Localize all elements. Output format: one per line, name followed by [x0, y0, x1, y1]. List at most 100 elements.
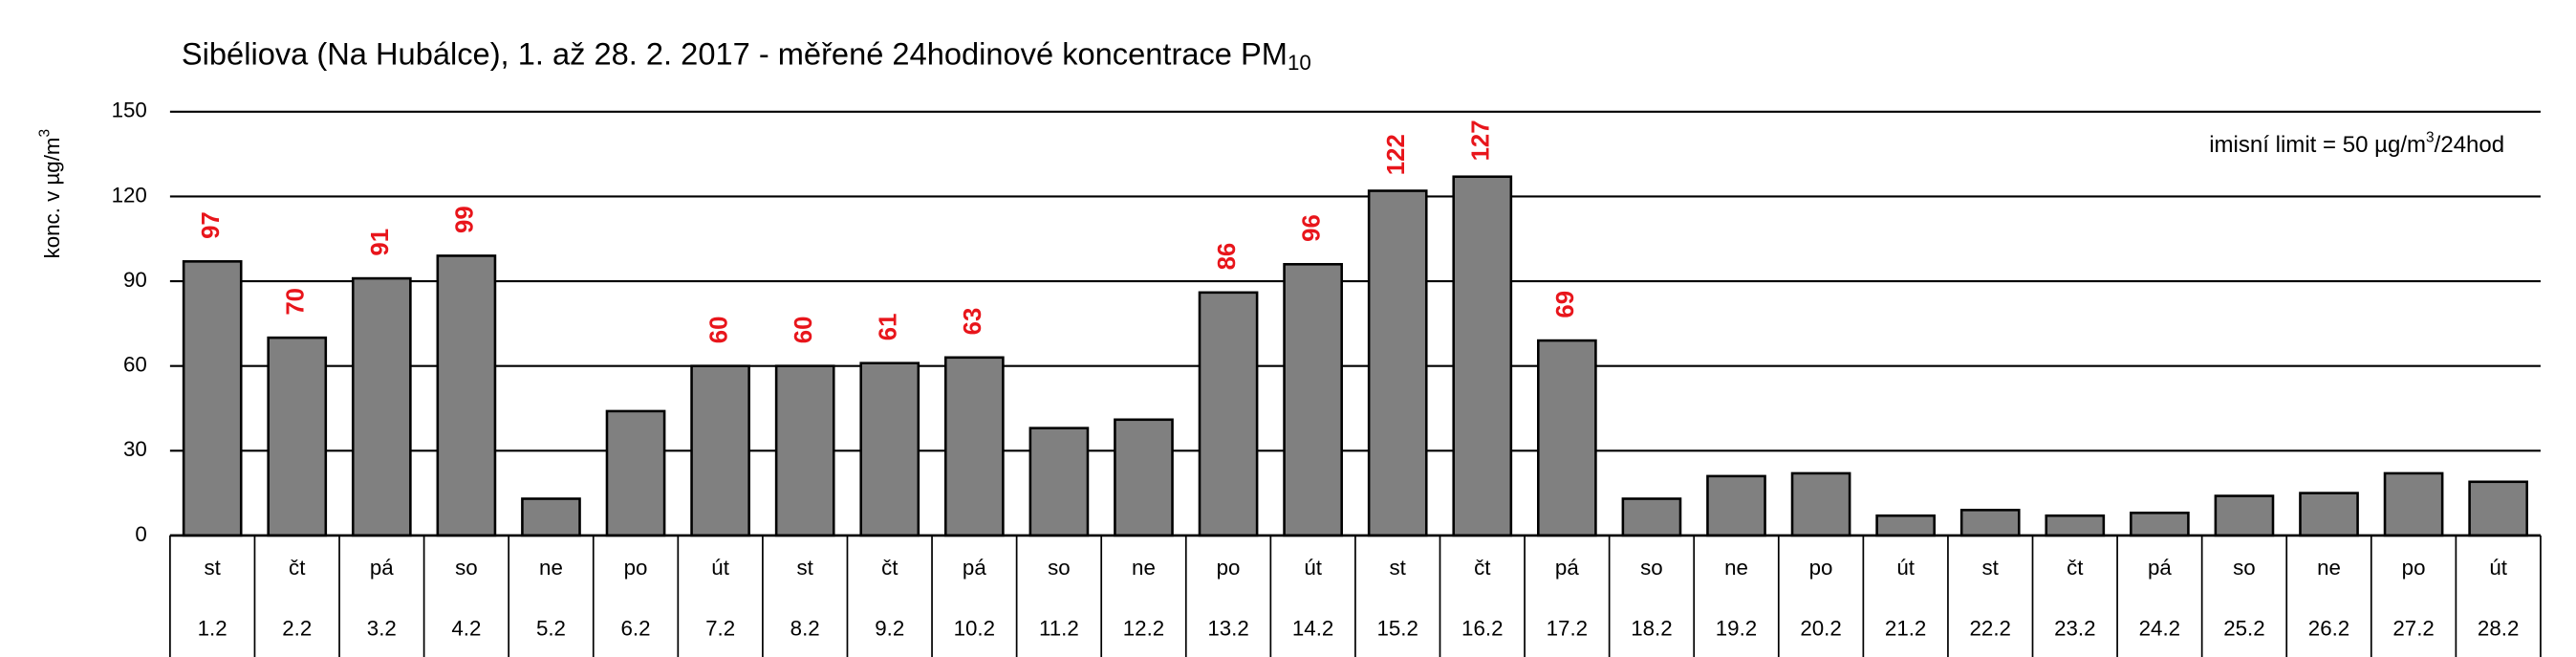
bar — [2130, 511, 2190, 537]
x-tick-label: 19.2 — [1716, 617, 1757, 641]
data-label: 96 — [1298, 214, 1325, 242]
bar — [2214, 494, 2275, 537]
y-axis-label: konc. v µg/m3 — [36, 129, 63, 259]
x-weekday-label: st — [1390, 556, 1407, 580]
x-weekday-label: po — [1217, 556, 1241, 580]
x-tick-label: 28.2 — [2478, 617, 2519, 641]
x-tick-label: 22.2 — [1970, 617, 2011, 641]
x-tick-label: 11.2 — [1039, 617, 1079, 641]
bar — [1114, 418, 1174, 537]
bar — [1198, 291, 1259, 537]
x-weekday-label: ne — [1132, 556, 1156, 580]
x-tick-label: 4.2 — [451, 617, 481, 641]
bar — [2468, 480, 2529, 537]
data-label: 70 — [283, 288, 310, 316]
bar — [1706, 474, 1766, 537]
x-weekday-label: pá — [2148, 556, 2172, 580]
x-weekday-label: po — [2402, 556, 2426, 580]
x-weekday-label: pá — [963, 556, 986, 580]
x-weekday-label: čt — [289, 556, 306, 580]
bar — [1028, 427, 1090, 537]
annotation-suffix: /24hod — [2435, 132, 2505, 158]
x-tick-label: 15.2 — [1376, 617, 1418, 641]
x-weekday-label: so — [455, 556, 478, 580]
y-tick-label: 90 — [123, 268, 147, 292]
x-tick-label: 20.2 — [1800, 617, 1841, 641]
x-tick-label: 23.2 — [2054, 617, 2095, 641]
x-weekday-label: út — [2489, 556, 2507, 580]
y-tick-label: 30 — [123, 437, 147, 461]
bar — [2383, 471, 2444, 537]
x-tick-label: 18.2 — [1631, 617, 1672, 641]
x-tick-label: 25.2 — [2223, 617, 2264, 641]
x-tick-label: 21.2 — [1885, 617, 1926, 641]
x-tick-label: 9.2 — [875, 617, 904, 641]
x-weekday-label: út — [711, 556, 729, 580]
title-text: Sibéliova (Na Hubálce), 1. až 28. 2. 201… — [182, 35, 1288, 71]
y-tick-label: 60 — [123, 353, 147, 377]
data-label: 69 — [1552, 291, 1579, 318]
y-tick-label: 0 — [135, 522, 146, 546]
bar — [1537, 339, 1597, 537]
bar — [436, 254, 497, 537]
x-tick-label: 2.2 — [282, 617, 312, 641]
x-weekday-label: čt — [2067, 556, 2084, 580]
data-label: 99 — [452, 206, 479, 233]
x-weekday-label: ne — [1724, 556, 1748, 580]
x-weekday-label: st — [797, 556, 814, 580]
x-weekday-label: pá — [370, 556, 394, 580]
bar — [267, 336, 328, 537]
x-tick-label: 14.2 — [1292, 617, 1333, 641]
x-tick-label: 13.2 — [1207, 617, 1248, 641]
bar — [1283, 263, 1343, 537]
x-tick-label: 3.2 — [367, 617, 397, 641]
annotation-superscript: 3 — [2426, 129, 2435, 145]
bar — [774, 364, 835, 537]
bar — [859, 361, 920, 537]
y-tick-label: 120 — [112, 183, 147, 207]
x-weekday-label: st — [1982, 556, 2000, 580]
data-label: 127 — [1468, 120, 1495, 161]
x-weekday-label: pá — [1555, 556, 1579, 580]
bar — [1452, 175, 1513, 537]
x-tick-label: 24.2 — [2139, 617, 2180, 641]
data-label: 91 — [367, 229, 394, 256]
bar — [1790, 471, 1851, 537]
annotation-unit: µg/m — [2368, 132, 2426, 158]
x-tick-label: 16.2 — [1461, 617, 1503, 641]
x-tick-label: 26.2 — [2308, 617, 2349, 641]
data-label: 61 — [876, 314, 902, 341]
bar — [1959, 509, 2021, 537]
x-weekday-label: po — [1809, 556, 1833, 580]
bar — [2045, 514, 2106, 537]
x-weekday-label: so — [2233, 556, 2256, 580]
data-label: 60 — [790, 317, 817, 344]
y-tick-label: 150 — [112, 99, 147, 122]
x-tick-label: 17.2 — [1547, 617, 1588, 641]
data-label: 86 — [1214, 243, 1241, 271]
annotation-prefix: imisní limit = — [2209, 132, 2343, 158]
x-tick-label: 8.2 — [790, 617, 820, 641]
y-label-superscript: 3 — [36, 129, 53, 138]
x-tick-label: 12.2 — [1123, 617, 1164, 641]
x-tick-label: 5.2 — [536, 617, 566, 641]
bar — [521, 497, 581, 537]
x-tick-label: 1.2 — [198, 617, 227, 641]
data-label: 60 — [705, 317, 732, 344]
chart-title: Sibéliova (Na Hubálce), 1. až 28. 2. 201… — [182, 35, 1311, 75]
bar — [1621, 497, 1682, 537]
annotation-limit: 50 — [2343, 132, 2369, 158]
title-subscript: 10 — [1288, 51, 1311, 75]
data-label: 122 — [1383, 134, 1410, 175]
x-weekday-label: út — [1304, 556, 1322, 580]
x-weekday-label: po — [624, 556, 648, 580]
x-weekday-label: út — [1896, 556, 1915, 580]
bar — [2299, 492, 2359, 537]
x-tick-label: 7.2 — [705, 617, 735, 641]
x-weekday-label: ne — [2317, 556, 2341, 580]
bar — [943, 356, 1005, 537]
bar — [1875, 514, 1936, 537]
x-weekday-label: ne — [539, 556, 563, 580]
x-tick-label: 27.2 — [2392, 617, 2434, 641]
